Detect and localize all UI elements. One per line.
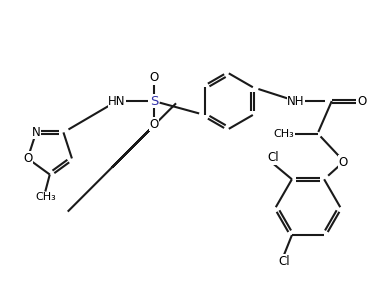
Text: HN: HN: [108, 94, 126, 108]
Text: Cl: Cl: [267, 151, 279, 164]
Text: CH₃: CH₃: [274, 129, 294, 139]
Text: O: O: [357, 94, 367, 108]
Text: CH₃: CH₃: [35, 192, 56, 202]
Text: S: S: [150, 94, 158, 108]
Text: Cl: Cl: [278, 254, 290, 268]
Text: O: O: [149, 71, 159, 84]
Text: O: O: [23, 152, 32, 165]
Text: O: O: [338, 156, 347, 169]
Text: O: O: [149, 118, 159, 131]
Text: N: N: [32, 126, 41, 139]
Text: NH: NH: [287, 94, 305, 108]
